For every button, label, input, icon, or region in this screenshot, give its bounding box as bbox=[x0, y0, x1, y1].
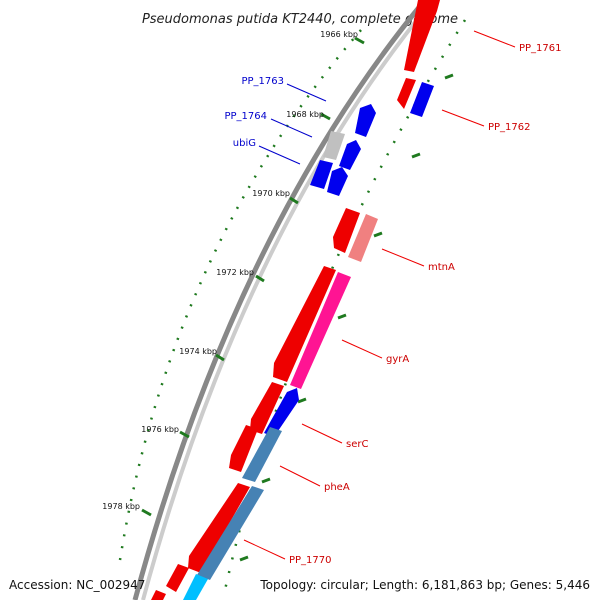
gene-feature-mtnA-a bbox=[333, 208, 360, 253]
gene-feature-gyrB bbox=[273, 266, 336, 382]
tick-label: 1968 kbp bbox=[286, 110, 324, 119]
gene-label-mtnA: mtnA bbox=[428, 262, 455, 273]
leader-line-ubiG bbox=[258, 145, 301, 165]
tick-label: 1966 kbp bbox=[320, 30, 358, 39]
leader-line-gyrA bbox=[341, 339, 383, 359]
leader-line-pheA bbox=[279, 465, 321, 487]
backbone-outer bbox=[132, 0, 427, 600]
gene-feature-PP_1762 bbox=[410, 82, 434, 117]
gene-feature-ubiG-b bbox=[310, 160, 333, 189]
tick-dots bbox=[118, 19, 467, 591]
gene-label-lines bbox=[243, 30, 516, 560]
backbone bbox=[132, 0, 435, 600]
map-title: Pseudomonas putida KT2440, complete geno… bbox=[142, 12, 458, 27]
backbone-inner bbox=[141, 0, 435, 600]
tick-mark bbox=[239, 555, 249, 562]
gene-label-ubiG: ubiG bbox=[233, 138, 256, 149]
tick-mark bbox=[373, 231, 383, 238]
gene-feature-ubiG-a bbox=[339, 140, 361, 170]
gene-feature-mtnA bbox=[348, 214, 378, 262]
tick-marks bbox=[141, 36, 454, 562]
tick-label: 1972 kbp bbox=[216, 268, 254, 277]
leader-line-PP_1761 bbox=[473, 30, 516, 48]
tick-mark bbox=[320, 112, 331, 121]
tick-label: 1974 kbp bbox=[179, 347, 217, 356]
tick-label: 1970 kbp bbox=[252, 189, 290, 198]
tick-mark bbox=[255, 274, 265, 283]
gene-feature-gyrA bbox=[290, 272, 351, 389]
gene-feature-PP_1772 bbox=[183, 574, 208, 600]
leader-line-mtnA bbox=[381, 248, 425, 267]
accession-text: Accession: NC_002947 bbox=[9, 578, 146, 592]
gene-feature-serC bbox=[264, 388, 299, 437]
tick-label: 1976 kbp bbox=[141, 425, 179, 434]
gene-feature-ubiG-c bbox=[327, 167, 348, 196]
gene-label-PP_1761: PP_1761 bbox=[519, 43, 562, 54]
gene-feature-PP_1767 bbox=[250, 382, 284, 434]
tick-mark bbox=[337, 313, 347, 320]
genome-summary-text: Topology: circular; Length: 6,181,863 bp… bbox=[260, 578, 590, 592]
gene-label-PP_1763: PP_1763 bbox=[241, 76, 284, 87]
genes bbox=[151, 0, 440, 600]
gene-feature-PP_1769 bbox=[188, 483, 250, 573]
gene-label-pheA: pheA bbox=[324, 482, 350, 493]
gene-label-PP_1762: PP_1762 bbox=[488, 122, 531, 133]
gene-feature-PP_1764 bbox=[323, 131, 345, 160]
gene-feature-PP_1768 bbox=[229, 425, 258, 472]
leader-line-PP_1762 bbox=[441, 109, 485, 127]
tick-labels: 1966 kbp 1968 kbp 1970 kbp 1972 kbp 1974… bbox=[102, 30, 358, 511]
gene-feature-PP_1762-upstream bbox=[397, 78, 416, 109]
tick-mark bbox=[444, 73, 454, 80]
tick-mark bbox=[289, 196, 299, 205]
tick-mark bbox=[354, 36, 365, 45]
gene-label-gyrA: gyrA bbox=[386, 354, 409, 365]
leader-line-PP_1763 bbox=[286, 83, 327, 102]
tick-label: 1978 kbp bbox=[102, 502, 140, 511]
tick-mark bbox=[411, 152, 421, 159]
leader-line-serC bbox=[301, 423, 343, 444]
gene-label-serC: serC bbox=[346, 439, 368, 450]
tick-dots-outer bbox=[118, 29, 362, 561]
tick-mark bbox=[261, 477, 271, 484]
tick-mark bbox=[215, 353, 225, 362]
gene-labels: PP_1761 PP_1762 PP_1763 PP_1764 ubiG mtn… bbox=[224, 43, 561, 566]
tick-mark bbox=[179, 430, 190, 439]
leader-line-PP_1770 bbox=[243, 539, 286, 560]
gene-feature-PP_1773 bbox=[151, 590, 166, 600]
gene-feature-PP_1761 bbox=[404, 0, 440, 72]
gene-feature-pheA bbox=[242, 427, 282, 482]
gene-feature-PP_1771 bbox=[166, 564, 189, 592]
gene-label-PP_1764: PP_1764 bbox=[224, 111, 267, 122]
leader-line-PP_1764 bbox=[270, 118, 313, 138]
gene-feature-PP_1770 bbox=[197, 486, 264, 580]
gene-feature-PP_1763 bbox=[355, 104, 376, 137]
tick-mark bbox=[297, 397, 307, 404]
tick-mark bbox=[141, 508, 152, 517]
gene-label-PP_1770: PP_1770 bbox=[289, 555, 332, 566]
